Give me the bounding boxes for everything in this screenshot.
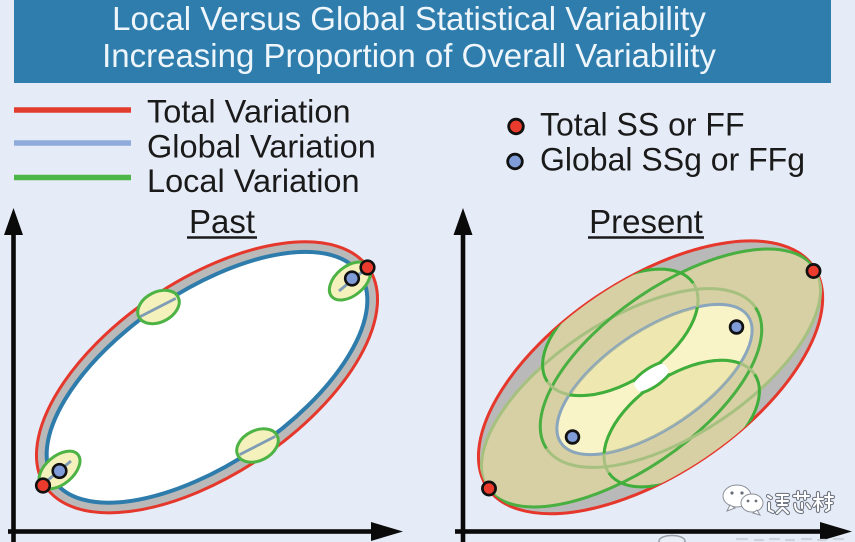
svg-text:Increasing Proportion of Overa: Increasing Proportion of Overall Variabi… — [102, 37, 716, 74]
svg-text:Present: Present — [589, 203, 703, 240]
svg-text:Total SS or FF: Total SS or FF — [540, 107, 745, 143]
svg-text:Global SSg or FFg: Global SSg or FFg — [540, 142, 805, 178]
svg-text:Local Versus Global Statistica: Local Versus Global Statistical Variabil… — [112, 0, 706, 37]
svg-text:Total Variation: Total Variation — [147, 94, 351, 130]
svg-text:Global Variation: Global Variation — [147, 128, 376, 164]
svg-text:Local Variation: Local Variation — [147, 163, 360, 199]
svg-text:Past: Past — [189, 203, 255, 240]
